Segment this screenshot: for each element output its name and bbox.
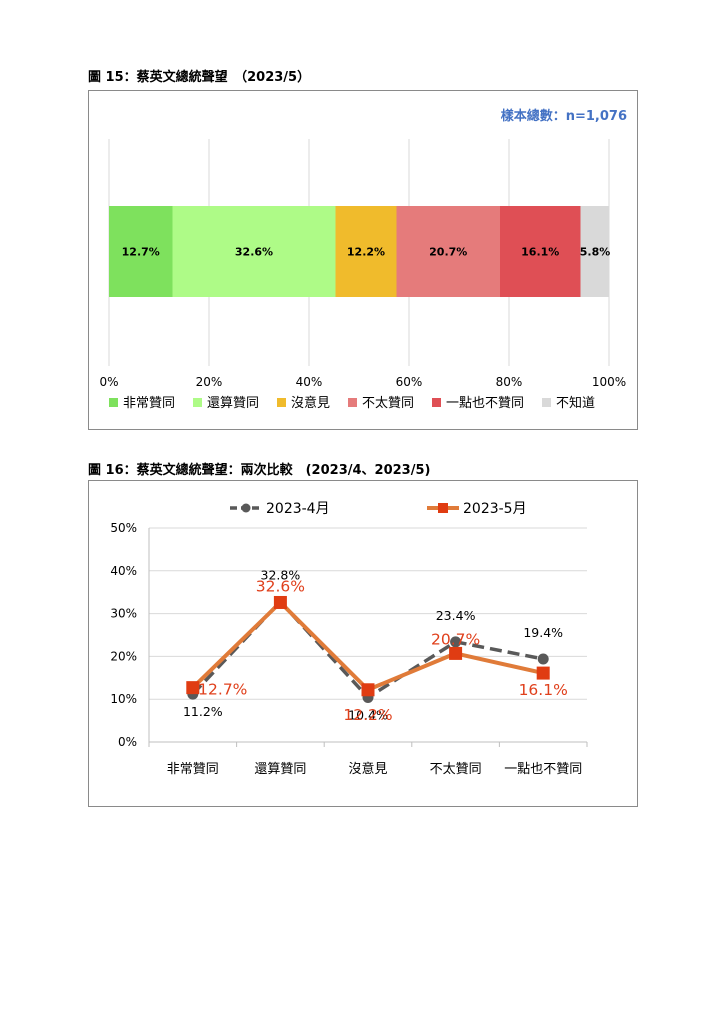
series-point-2023-5	[186, 681, 200, 695]
x-tick-label: 80%	[496, 375, 523, 389]
bar-data-label: 16.1%	[521, 246, 559, 259]
x-tick-label: 100%	[592, 375, 626, 389]
series-data-label-2023-4: 32.8%	[261, 568, 301, 583]
figure-16-caption: 圖 16：蔡英文總統聲望：兩次比較 (2023/4、2023/5)	[88, 463, 431, 478]
x-category-label: 還算贊同	[254, 762, 306, 777]
bar-segment	[109, 206, 173, 297]
legend-marker-2023-5	[438, 503, 448, 513]
bar-data-label: 12.2%	[347, 246, 385, 259]
x-category-label: 非常贊同	[167, 762, 219, 777]
y-tick-label: 50%	[110, 521, 137, 535]
x-tick-label: 20%	[196, 375, 223, 389]
bar-segment	[580, 206, 610, 297]
figure-16-frame: 0% 10% 20% 30% 40% 50% 非常贊同 還算贊同 沒意見 不太贊同 一點也不贊同 11…	[88, 480, 638, 807]
series-point-2023-5	[536, 666, 550, 680]
series-point-2023-5	[449, 646, 463, 660]
legend-label: 不太贊同	[362, 396, 414, 411]
legend-label: 不知道	[556, 395, 595, 411]
series-data-label-2023-4: 10.4%	[348, 707, 388, 722]
x-category-label: 一點也不贊同	[504, 762, 582, 777]
line-chart: 0% 10% 20% 30% 40% 50% 非常贊同 還算贊同 沒意見 不太贊同 一點也不贊同 11…	[110, 501, 588, 777]
legend-swatch	[193, 398, 202, 407]
legend-label: 沒意見	[291, 395, 330, 411]
stacked-bar-chart: 0% 20% 40% 60% 80% 100% 12.7% 32.6% 12.2% 20.7% 16…	[99, 139, 626, 411]
legend-marker-2023-4	[241, 503, 251, 513]
series-data-label-2023-5: 12.2%	[343, 706, 392, 724]
legend-swatch	[348, 398, 357, 407]
y-tick-label: 40%	[110, 564, 137, 578]
bar-data-label: 5.8%	[580, 246, 611, 259]
legend-label: 2023-4月	[266, 501, 330, 517]
sample-size-note: 樣本總數：n=1,076	[500, 109, 627, 124]
x-category-label: 不太贊同	[430, 762, 482, 777]
y-tick-label: 20%	[110, 649, 137, 663]
bar-segment	[396, 206, 500, 297]
series-data-label-2023-5: 16.1%	[519, 681, 568, 699]
y-tick-label: 0%	[118, 735, 137, 749]
bar-segment	[500, 206, 581, 297]
y-tick-label: 30%	[110, 607, 137, 621]
bar-data-label: 32.6%	[235, 246, 273, 259]
bar-segment	[335, 206, 397, 297]
series-point-2023-4	[450, 636, 462, 648]
figure-15-frame: 樣本總數：n=1,076 0% 20% 40% 60% 80% 100% 12.7% 32.6…	[88, 90, 638, 430]
x-tick-label: 40%	[296, 375, 323, 389]
series-data-label-2023-4: 23.4%	[436, 608, 476, 623]
series-data-label-2023-5: 12.7%	[198, 681, 247, 699]
bar-data-label: 20.7%	[429, 246, 467, 259]
series-point-2023-4	[537, 653, 549, 665]
x-tick-label: 60%	[396, 375, 423, 389]
legend-label: 一點也不贊同	[446, 396, 524, 411]
series-point-2023-5	[273, 595, 287, 609]
legend-label: 非常贊同	[123, 396, 175, 411]
series-data-label-2023-5: 20.7%	[431, 630, 480, 648]
legend-label: 還算贊同	[207, 396, 259, 411]
figure-15-caption: 圖 15：蔡英文總統聲望 （2023/5）	[88, 70, 311, 85]
x-category-label: 沒意見	[348, 761, 387, 777]
x-tick-label: 0%	[99, 375, 118, 389]
bar-segment	[172, 206, 336, 297]
bar-data-label: 12.7%	[122, 246, 160, 259]
legend-swatch	[109, 398, 118, 407]
legend-label: 2023-5月	[463, 501, 527, 517]
series-data-label-2023-5: 32.6%	[256, 577, 305, 595]
legend-swatch	[277, 398, 286, 407]
legend-swatch	[542, 398, 551, 407]
series-point-2023-5	[361, 683, 375, 697]
series-data-label-2023-4: 19.4%	[523, 625, 563, 640]
y-tick-label: 10%	[110, 692, 137, 706]
series-line-2023-5	[191, 600, 544, 692]
series-data-label-2023-4: 11.2%	[183, 704, 223, 719]
legend-swatch	[432, 398, 441, 407]
